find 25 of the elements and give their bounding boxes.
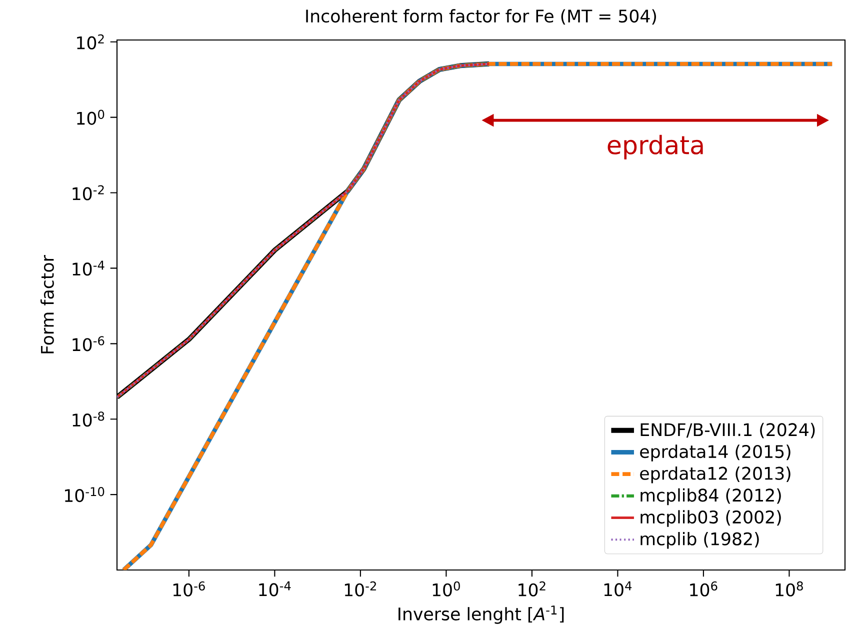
- y-axis-title: Form factor: [40, 255, 54, 354]
- x-tick-label: 10$^{-4}$: [259, 581, 291, 596]
- legend-label: mcplib03 (2002): [640, 510, 781, 527]
- annotation: eprdata: [608, 134, 703, 160]
- chart-title: Incoherent form factor for Fe (MT = 504): [306, 9, 656, 25]
- y-tick-label: 10$^{0}$: [77, 110, 104, 125]
- y-tick-label: 10$^{-4}$: [72, 260, 104, 276]
- x-axis-title: Inverse lenght [A$^{-1}$]: [398, 606, 564, 624]
- x-tick-label: 10$^{-2}$: [344, 581, 376, 596]
- x-tick-label: 10$^{2}$: [518, 581, 546, 596]
- x-tick-label: 10$^{8}$: [776, 581, 803, 596]
- legend-label: eprdata12 (2013): [640, 466, 790, 484]
- y-tick-label: 10$^{-10}$: [65, 487, 104, 502]
- x-tick-label: 10$^{0}$: [432, 581, 460, 596]
- y-tick-label: 10$^{2}$: [77, 34, 104, 50]
- y-tick-label: 10$^{-8}$: [72, 412, 104, 427]
- legend-label: mcplib84 (2012): [640, 488, 781, 506]
- y-tick-label: 10$^{-2}$: [72, 185, 104, 200]
- x-tick-label: 10$^{-6}$: [173, 581, 205, 596]
- x-tick-label: 10$^{6}$: [690, 581, 718, 596]
- x-tick-label: 10$^{4}$: [604, 581, 632, 596]
- y-tick-label: 10$^{-6}$: [72, 336, 104, 352]
- legend-label: eprdata14 (2015): [640, 444, 790, 462]
- legend-label: mcplib (1982): [640, 532, 759, 549]
- legend-label: ENDF/B-VIII.1 (2024): [640, 422, 815, 438]
